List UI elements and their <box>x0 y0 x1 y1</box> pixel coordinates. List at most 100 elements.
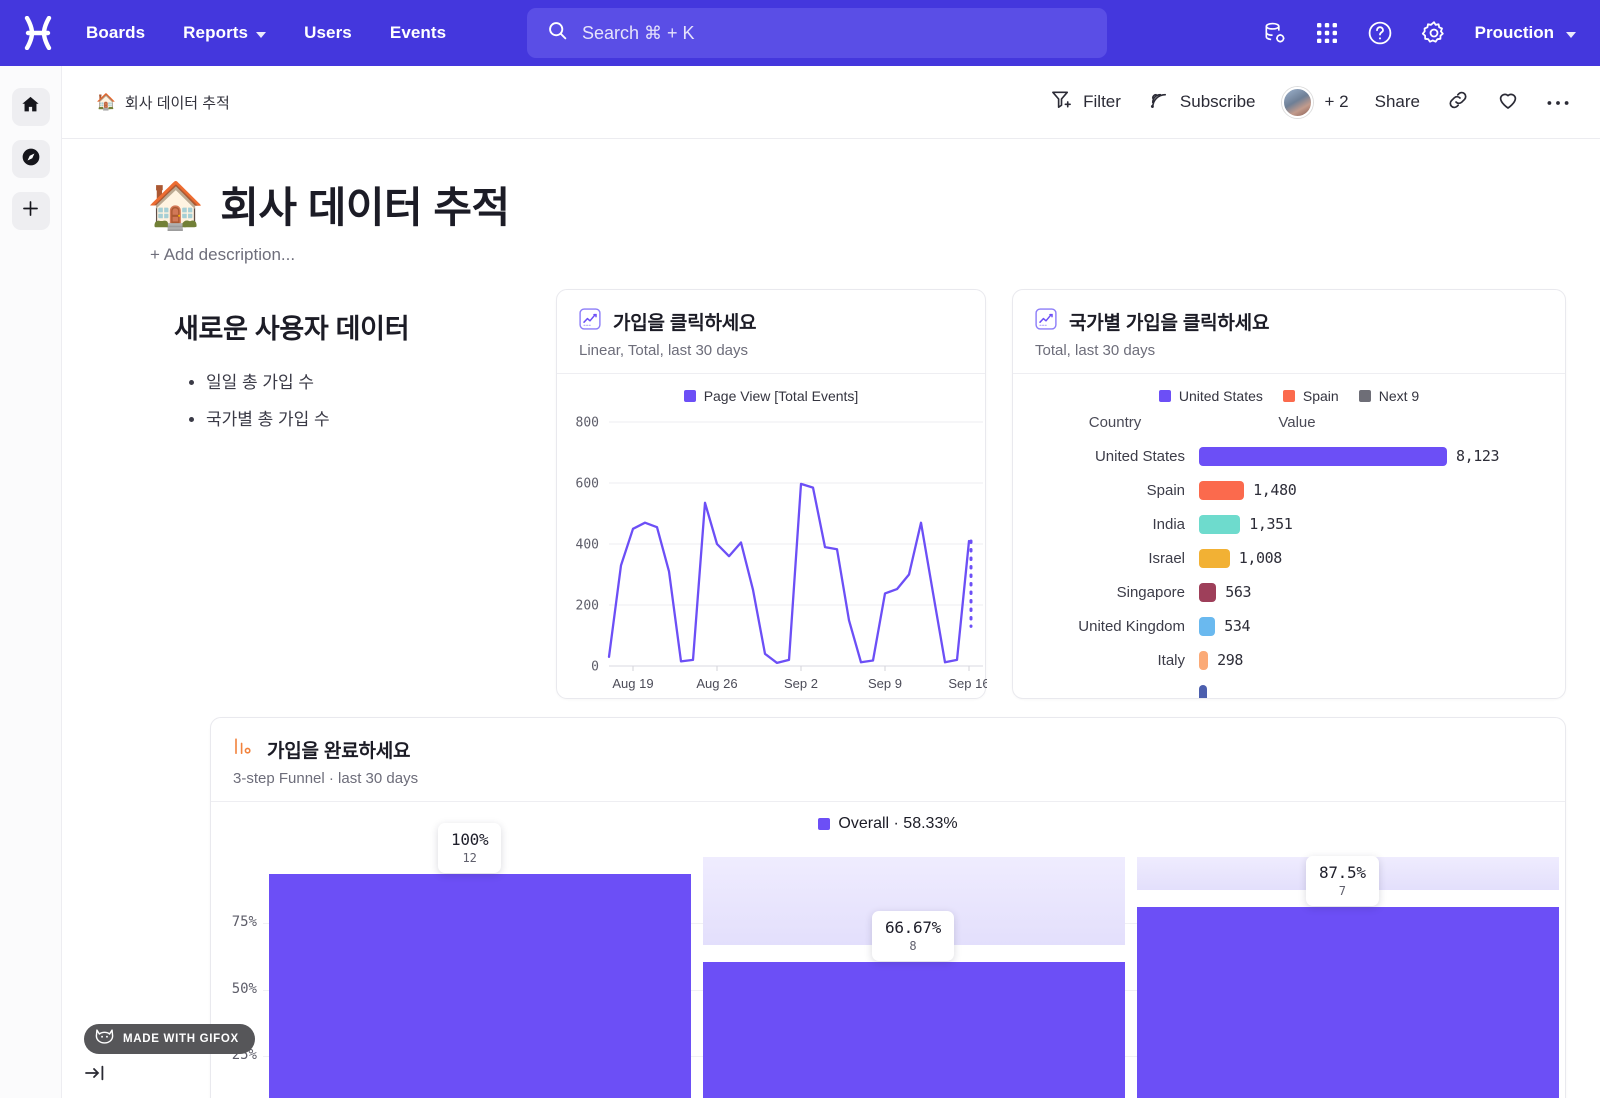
card-title-row: 국가별 가입을 클릭하세요 <box>1035 308 1543 335</box>
table-row[interactable]: India 1,351 <box>1013 507 1565 541</box>
table-row[interactable]: United Kingdom 534 <box>1013 609 1565 643</box>
legend-label: Overall · 58.33% <box>838 815 958 832</box>
list-item: 일일 총 가입 수 <box>206 368 504 393</box>
sidebar-item-home[interactable] <box>11 88 50 126</box>
table-row-truncated[interactable] <box>1013 677 1565 698</box>
country-bar <box>1199 548 1230 568</box>
funnel-bar[interactable] <box>269 874 691 1098</box>
legend-swatch <box>1282 390 1295 402</box>
heart-icon <box>1496 88 1520 117</box>
global-search-input[interactable]: Search ⌘ + K <box>527 8 1107 58</box>
nav-item-boards[interactable]: Boards <box>84 17 147 49</box>
more-horizontal-icon <box>1546 92 1570 112</box>
page-title[interactable]: 회사 데이터 추적 <box>220 184 510 231</box>
board-canvas: 🏠 회사 데이터 추적 + Add description... 새로운 사용자… <box>62 139 1600 1098</box>
table-header: Country Value <box>1013 414 1565 439</box>
country-bar <box>1199 684 1207 698</box>
country-name: Italy <box>1157 651 1185 669</box>
country-bar <box>1199 480 1245 500</box>
funnel-count: 8 <box>909 939 917 954</box>
legend-swatch <box>818 818 831 830</box>
funnel-bar[interactable] <box>703 962 1125 1098</box>
database-settings-icon[interactable] <box>1262 21 1287 46</box>
country-bar <box>1199 446 1447 466</box>
table-row[interactable]: Israel 1,008 <box>1013 541 1565 575</box>
legend-label: Next 9 <box>1378 388 1420 404</box>
legend-item[interactable]: Next 9 <box>1358 388 1420 404</box>
filter-button[interactable]: Filter <box>1050 88 1121 116</box>
nav-item-reports[interactable]: Reports <box>181 17 268 49</box>
card-line-chart[interactable]: 가입을 클릭하세요 Linear, Total, last 30 days Pa… <box>556 289 990 699</box>
nav-item-events[interactable]: Events <box>388 17 448 49</box>
table-row[interactable]: Singapore 563 <box>1013 575 1565 609</box>
table-row[interactable]: Italy 298 <box>1013 643 1565 677</box>
legend-item[interactable]: United States <box>1158 388 1263 404</box>
top-navigation-bar: Boards Reports Users Events Search ⌘ + K <box>0 0 1600 66</box>
logo-x-icon[interactable] <box>0 16 76 50</box>
sidebar-item-explore[interactable] <box>11 140 50 178</box>
nav-label: Events <box>389 23 447 42</box>
legend-label: Page View [Total Events] <box>703 388 859 404</box>
divider <box>1013 373 1565 374</box>
country-value: 534 <box>1224 617 1251 635</box>
text-widget-list: 일일 총 가입 수 국가별 총 가입 수 <box>206 368 504 430</box>
collapse-sidebar-icon[interactable] <box>84 1064 106 1088</box>
copy-link-button[interactable] <box>1446 88 1470 117</box>
funnel-tooltip: 66.67% 8 <box>872 911 954 962</box>
card-funnel-chart[interactable]: 가입을 완료하세요 3-step Funnel · last 30 days O… <box>210 717 1566 1098</box>
chart-legend: Page View [Total Events] <box>557 374 985 408</box>
left-sidebar-rail <box>0 66 62 1098</box>
country-name: United Kingdom <box>1078 617 1185 635</box>
more-options-button[interactable] <box>1546 92 1570 112</box>
country-name: Spain <box>1146 481 1185 499</box>
collaborators[interactable]: + 2 <box>1281 86 1349 118</box>
chart-legend: United States Spain Next 9 <box>1013 374 1565 406</box>
funnel-percent: 100% <box>451 830 489 849</box>
country-name: India <box>1152 515 1185 533</box>
apps-grid-icon[interactable] <box>1315 21 1339 45</box>
table-row[interactable]: Spain 1,480 <box>1013 473 1565 507</box>
country-name: Israel <box>1148 549 1185 567</box>
gear-icon[interactable] <box>1421 20 1447 46</box>
y-axis-tick: 50% <box>231 980 257 997</box>
card-subtitle: Linear, Total, last 30 days <box>579 342 748 359</box>
chevron-down-icon <box>256 31 267 38</box>
nav-label: Reports <box>183 23 249 42</box>
country-bar <box>1199 650 1209 670</box>
filter-label: Filter <box>1083 92 1121 111</box>
card-title-row: 가입을 완료하세요 <box>233 736 1543 763</box>
help-circle-icon[interactable] <box>1367 20 1393 46</box>
funnel-tooltip: 87.5% 7 <box>1306 856 1379 907</box>
line-chart-plot[interactable]: 800 600 400 200 0 Aug 19 Aug 26 Sep 2 Sep 9 Sep 1… <box>557 408 990 708</box>
divider <box>211 801 1565 802</box>
sidebar-item-create[interactable] <box>11 192 50 230</box>
card-title: 가입을 완료하세요 <box>267 741 411 762</box>
country-value: 563 <box>1225 583 1252 601</box>
legend-item[interactable]: Spain <box>1282 388 1339 404</box>
y-axis-tick: 75% <box>231 914 257 931</box>
breadcrumb[interactable]: 🏠 회사 데이터 추적 <box>96 92 230 113</box>
legend-swatch <box>1158 390 1171 402</box>
subscribe-button[interactable]: Subscribe <box>1147 88 1256 116</box>
subscribe-label: Subscribe <box>1179 92 1256 111</box>
share-button[interactable]: Share <box>1375 92 1420 112</box>
board-toolbar: 🏠 회사 데이터 추적 Filter <box>62 66 1600 139</box>
funnel-bar[interactable] <box>1137 907 1559 1098</box>
filter-plus-icon <box>1050 88 1073 116</box>
nav-item-users[interactable]: Users <box>302 17 354 49</box>
funnel-bars-icon <box>233 737 255 762</box>
add-description-button[interactable]: + Add description... <box>150 245 296 264</box>
card-country-chart[interactable]: 국가별 가입을 클릭하세요 Total, last 30 days United… <box>1012 289 1566 699</box>
gifox-watermark-badge: MADE WITH GIFOX <box>84 1024 255 1054</box>
y-axis-tick: 800 <box>576 416 599 431</box>
table-row[interactable]: United States 8,123 <box>1013 439 1565 473</box>
x-axis-tick: Aug 26 <box>696 676 737 691</box>
card-header: 가입을 완료하세요 3-step Funnel · last 30 days <box>211 718 1565 801</box>
workspace-selector[interactable]: Prouction <box>1475 23 1576 43</box>
favorite-button[interactable] <box>1496 88 1520 117</box>
chevron-down-icon <box>1566 31 1576 38</box>
text-widget: 새로운 사용자 데이터 일일 총 가입 수 국가별 총 가입 수 <box>174 307 504 442</box>
line-series <box>607 482 971 665</box>
